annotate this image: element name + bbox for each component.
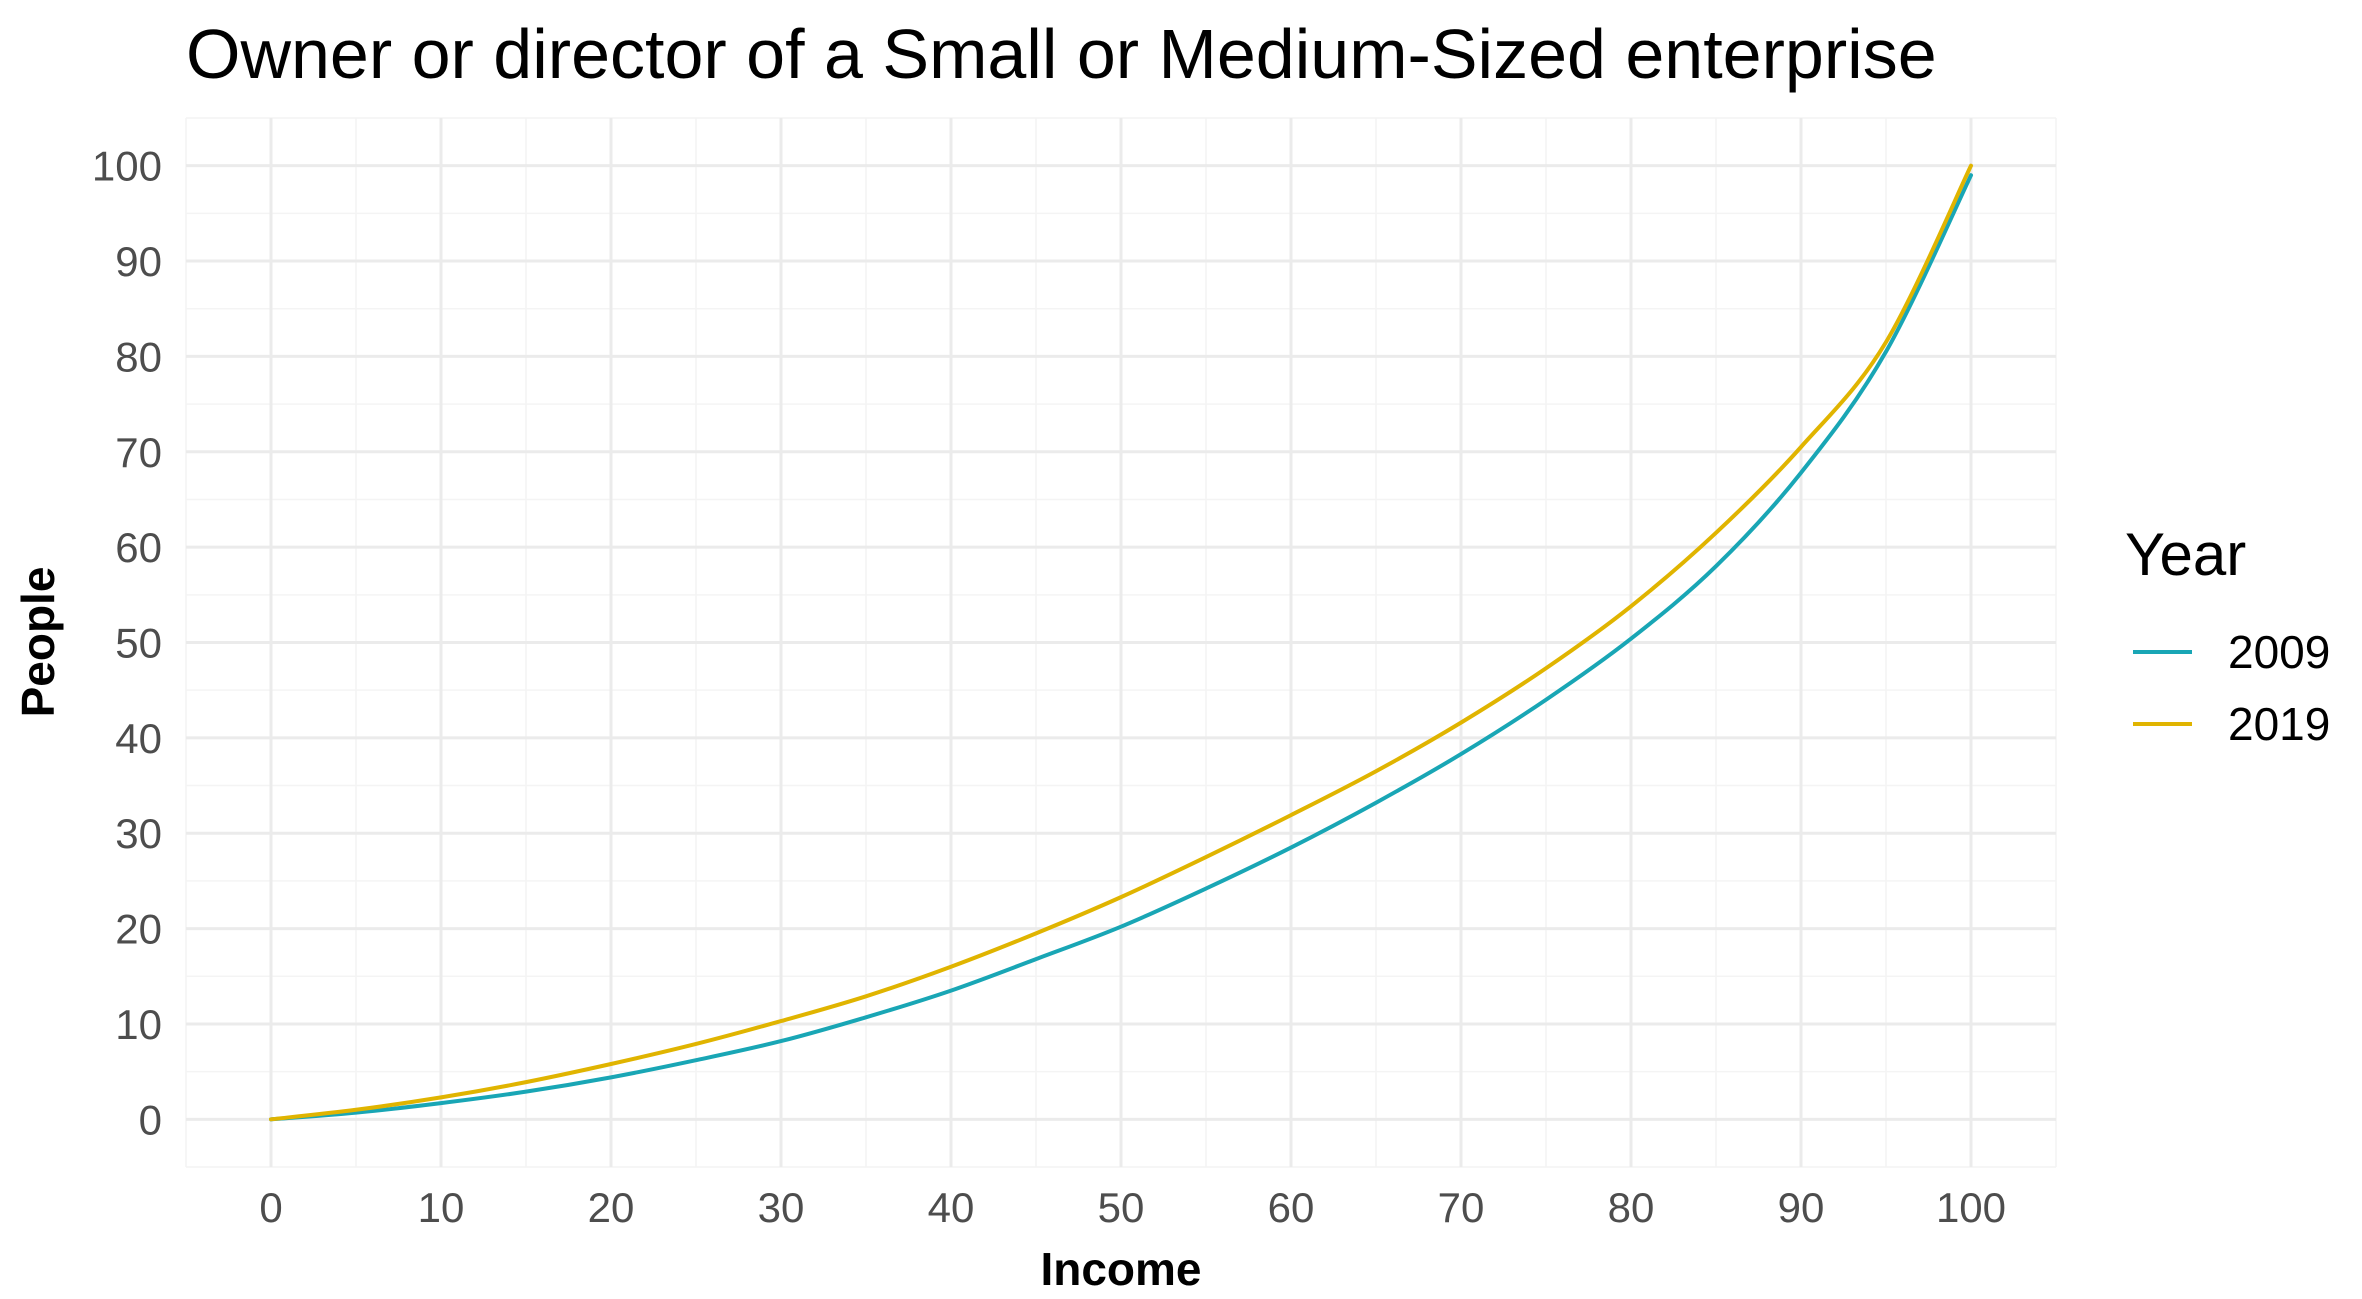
x-tick-label: 20 (588, 1184, 635, 1231)
y-tick-labels: 0 10 20 30 40 50 60 70 80 90 100 (92, 143, 162, 1144)
y-tick-label: 40 (115, 715, 162, 762)
y-tick-label: 70 (115, 429, 162, 476)
x-tick-label: 80 (1608, 1184, 1655, 1231)
y-axis-title: People (12, 567, 64, 718)
y-tick-label: 60 (115, 524, 162, 571)
x-tick-label: 0 (259, 1184, 282, 1231)
y-tick-label: 10 (115, 1001, 162, 1048)
x-tick-labels: 0 10 20 30 40 50 60 70 80 90 100 (259, 1184, 2006, 1231)
legend-label-2009: 2009 (2228, 626, 2330, 678)
legend: Year 2009 2019 (2125, 521, 2330, 750)
y-tick-label: 20 (115, 906, 162, 953)
chart-title: Owner or director of a Small or Medium-S… (186, 15, 1937, 93)
y-tick-label: 50 (115, 620, 162, 667)
series-layer (269, 163, 1973, 1122)
series-line-2019 (269, 163, 1973, 1122)
x-tick-label: 90 (1778, 1184, 1825, 1231)
legend-label-2019: 2019 (2228, 698, 2330, 750)
x-tick-label: 30 (758, 1184, 805, 1231)
legend-items: 2009 2019 (2133, 626, 2330, 750)
x-tick-label: 60 (1268, 1184, 1315, 1231)
series-line-2009 (269, 173, 1973, 1122)
x-tick-label: 70 (1438, 1184, 1485, 1231)
grid-major-lines (186, 118, 2056, 1167)
x-tick-label: 40 (928, 1184, 975, 1231)
legend-title: Year (2125, 521, 2246, 588)
y-tick-label: 90 (115, 238, 162, 285)
x-tick-label: 50 (1098, 1184, 1145, 1231)
x-tick-label: 100 (1936, 1184, 2006, 1231)
y-tick-label: 100 (92, 143, 162, 190)
y-tick-label: 30 (115, 810, 162, 857)
y-tick-label: 0 (139, 1096, 162, 1143)
y-tick-label: 80 (115, 333, 162, 380)
x-axis-title: Income (1040, 1243, 1201, 1295)
x-tick-label: 10 (418, 1184, 465, 1231)
